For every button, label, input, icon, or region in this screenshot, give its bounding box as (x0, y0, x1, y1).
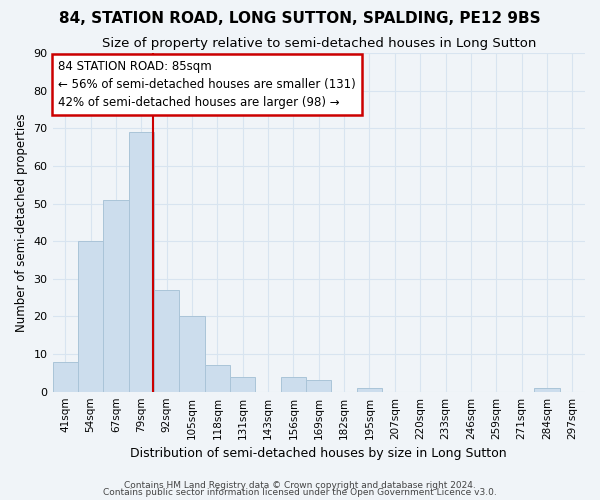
Bar (306, 380, 331, 392)
Bar (53, 362, 78, 392)
Bar (78, 241, 103, 392)
Y-axis label: Number of semi-detached properties: Number of semi-detached properties (15, 113, 28, 332)
Text: 84 STATION ROAD: 85sqm
← 56% of semi-detached houses are smaller (131)
42% of se: 84 STATION ROAD: 85sqm ← 56% of semi-det… (58, 60, 356, 109)
Text: 84, STATION ROAD, LONG SUTTON, SPALDING, PE12 9BS: 84, STATION ROAD, LONG SUTTON, SPALDING,… (59, 11, 541, 26)
Bar (534, 388, 560, 392)
Bar (154, 290, 179, 392)
Bar (205, 366, 230, 392)
Bar (103, 200, 128, 392)
Bar (357, 388, 382, 392)
Text: Contains HM Land Registry data © Crown copyright and database right 2024.: Contains HM Land Registry data © Crown c… (124, 480, 476, 490)
Bar (230, 376, 256, 392)
Title: Size of property relative to semi-detached houses in Long Sutton: Size of property relative to semi-detach… (101, 38, 536, 51)
Bar (281, 376, 306, 392)
Text: Contains public sector information licensed under the Open Government Licence v3: Contains public sector information licen… (103, 488, 497, 497)
Bar (179, 316, 205, 392)
Bar (128, 132, 154, 392)
X-axis label: Distribution of semi-detached houses by size in Long Sutton: Distribution of semi-detached houses by … (130, 447, 507, 460)
